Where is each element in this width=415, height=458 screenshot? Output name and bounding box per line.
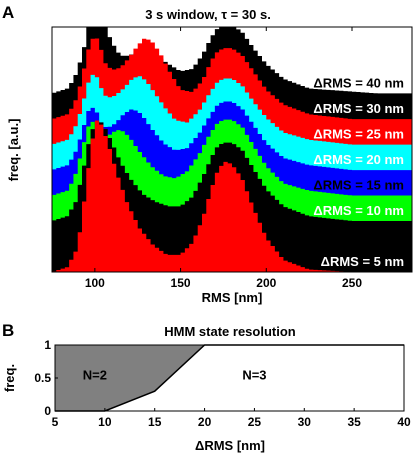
x-tick-label-a-1: 150: [171, 276, 191, 290]
y-tick-label-b-0: 0: [44, 404, 51, 418]
legend-entry-0: ΔRMS = 40 nm: [313, 75, 404, 90]
region-label-0: N=2: [83, 368, 107, 383]
chart-a-title: 3 s window, τ = 30 s.: [145, 7, 271, 22]
ridge-series-6: [52, 120, 412, 272]
panel-label-b: B: [2, 321, 14, 340]
x-tick-label-b-2: 15: [148, 415, 162, 429]
legend-entry-5: ΔRMS = 10 nm: [313, 203, 404, 218]
ridge-legend: ΔRMS = 40 nm ΔRMS = 30 nm ΔRMS = 25 nm ΔRMS…: [313, 75, 404, 269]
legend-entry-2: ΔRMS = 25 nm: [313, 127, 404, 142]
legend-entry-4: ΔRMS = 15 nm: [313, 178, 404, 193]
x-tick-label-b-7: 40: [397, 415, 411, 429]
chart-a-x-ticks: 100 150 200 250: [85, 27, 362, 290]
x-tick-label-b-4: 25: [248, 415, 262, 429]
chart-b-ylabel: freq.: [2, 364, 17, 392]
y-tick-label-b-1: 0.5: [34, 371, 51, 385]
chart-b-xlabel: ΔRMS [nm]: [195, 438, 265, 453]
legend-entry-1: ΔRMS = 30 nm: [313, 101, 404, 116]
panel-label-a: A: [2, 3, 14, 22]
chart-a-frame: [51, 26, 413, 273]
x-tick-label-a-2: 200: [256, 276, 276, 290]
chart-b-title: HMM state resolution: [164, 324, 296, 339]
legend-entry-6: ΔRMS = 5 nm: [321, 254, 404, 269]
x-tick-label-b-0: 5: [52, 415, 59, 429]
x-tick-label-b-3: 20: [198, 415, 212, 429]
x-tick-label-a-3: 250: [342, 276, 362, 290]
x-tick-label-a-0: 100: [85, 276, 105, 290]
legend-entry-3: ΔRMS = 20 nm: [313, 152, 404, 167]
chart-b-region-labels: N=2 N=3: [83, 368, 267, 383]
chart-a-ylabel: freq. [a.u.]: [6, 119, 21, 182]
ridge-plot-series: [52, 27, 412, 273]
x-tick-label-b-1: 10: [98, 415, 112, 429]
chart-a-xlabel: RMS [nm]: [202, 290, 263, 305]
x-tick-label-b-5: 30: [298, 415, 312, 429]
y-tick-label-b-2: 1: [44, 338, 51, 352]
chart-b-ticks: 5 10 15 20 25 30 35 40 0 0.5 1: [34, 338, 411, 429]
x-tick-label-b-6: 35: [347, 415, 361, 429]
n2-region-fill: [55, 345, 205, 411]
region-label-1: N=3: [242, 368, 266, 383]
